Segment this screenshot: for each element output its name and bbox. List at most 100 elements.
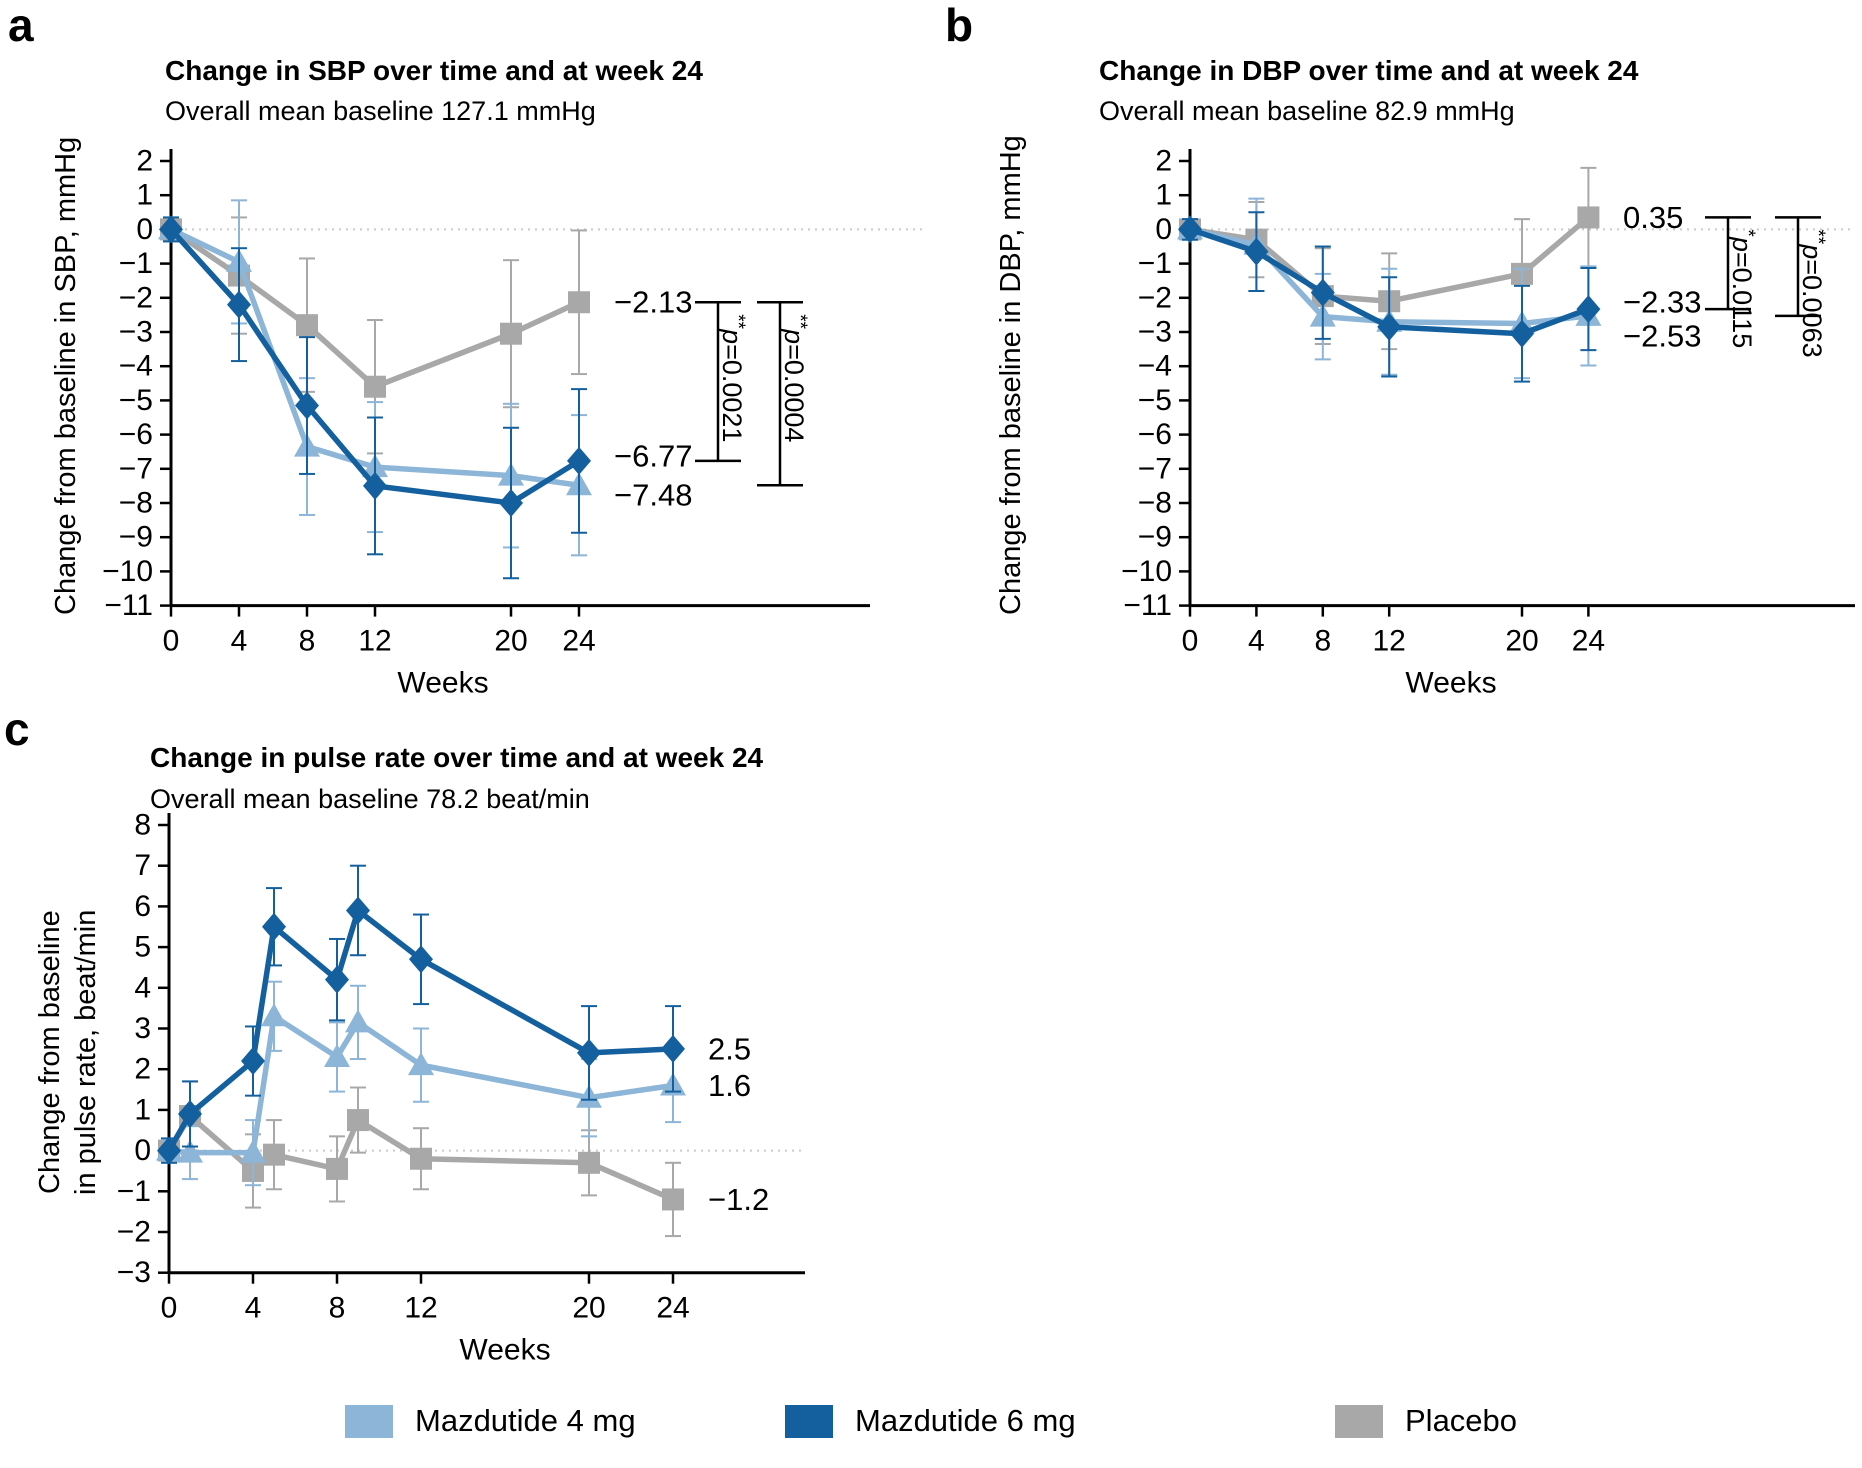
y-tick-label: −1 [119,247,153,280]
comparison-bracket: **p=0.0063 [1775,216,1828,358]
diamond-marker-icon [1244,237,1269,266]
panel-a-letter: a [8,0,34,51]
diamond-marker-icon [295,391,319,420]
series-placebo [160,216,590,455]
x-tick-label: 12 [404,1292,437,1325]
panel-b-chart: 210−1−2−3−4−5−6−7−8−9−10−110 4 8 12 20 24Week… [1121,145,1855,700]
y-tick-label: −8 [119,487,153,520]
x-tick-label: 12 [1373,625,1406,658]
panel-c-chart: 8 7 6 5 4 3 2 1 0 −1 −2 −3 0 4 8 12 20 24 Weeks −1.2 1.62.5 [117,809,805,1367]
diamond-marker-icon [567,446,591,475]
triangle-marker-icon [177,1139,203,1163]
diamond-marker-icon [178,1099,202,1128]
panel-c-letter: c [4,703,30,755]
y-tick-label: −11 [1123,589,1172,622]
y-tick-label: 0 [134,1134,151,1167]
mazdutide-6mg-swatch-icon [785,1404,833,1438]
legend-label-placebo: Placebo [1405,1403,1518,1438]
y-tick-label: −2 [117,1216,151,1249]
diamond-marker-icon [325,965,349,994]
legend-item-placebo: Placebo [1335,1403,1517,1439]
square-marker-icon [568,291,590,314]
diamond-marker-icon [1510,319,1534,348]
axes: 8 7 6 5 4 3 2 1 0 −1 −2 −3 0 4 8 12 20 24 Weeks [117,809,805,1367]
x-tick-label: 20 [572,1292,605,1325]
y-tick-label: −10 [1121,555,1172,588]
y-tick-label: −4 [1138,350,1172,383]
x-tick-label: 0 [1182,625,1199,658]
series-end-value-label: −2.53 [1623,318,1701,353]
x-tick-label: 0 [163,625,180,658]
mazdutide-4mg-swatch-icon [345,1404,393,1438]
series-mazdutide-6-mg [159,215,591,580]
x-tick-label: 8 [329,1292,346,1325]
triangle-marker-icon [261,1003,287,1027]
panel-b-letter: b [945,0,974,51]
diamond-marker-icon [346,896,370,925]
panel-a-chart: 210−1−2−3−4−5−6−7−8−9−10−110 4 8 12 20 24Week… [102,145,925,700]
y-tick-label: −2 [1138,281,1172,314]
square-marker-icon [263,1143,285,1166]
series-mazdutide-6-mg [157,864,685,1165]
x-tick-label: 20 [1505,625,1538,658]
y-tick-label: −7 [119,452,153,485]
x-tick-label: 8 [1314,625,1331,658]
square-marker-icon [326,1157,348,1180]
square-marker-icon [1577,206,1600,229]
y-tick-label: 0 [136,213,153,246]
p-value-label: **p=0.0063 [1797,229,1828,357]
y-tick-label: −1 [117,1175,151,1208]
diamond-marker-icon [157,1136,181,1165]
panel-b-subtitle: Overall mean baseline 82.9 mmHg [1099,96,1515,126]
y-tick-label: 2 [134,1053,151,1086]
y-tick-label: 2 [1155,145,1172,178]
x-tick-label: 4 [231,625,248,658]
y-tick-label: 5 [134,931,151,964]
y-tick-label: −9 [1138,521,1172,554]
x-tick-label: 4 [1248,625,1265,658]
panel-pulse-rate: c Change in pulse rate over time and at … [0,700,931,1395]
y-tick-label: −7 [1138,452,1172,485]
series-line [168,226,582,506]
p-value-label: **p=0.0021 [717,314,748,442]
comparison-bracket: **p=0.0021 [695,300,748,463]
x-tick-label: 4 [245,1292,262,1325]
y-tick-label: 2 [136,145,153,178]
series-end-value-label: 2.5 [708,1031,751,1066]
square-marker-icon [296,314,318,337]
triangle-marker-icon [408,1052,434,1076]
x-axis-label: Weeks [1405,667,1496,700]
square-marker-icon [410,1147,432,1170]
figure-legend: Mazdutide 4 mg Mazdutide 6 mg Placebo [0,1395,1862,1468]
series-line [1187,226,1592,327]
p-value-label: *p=0.0115 [1727,229,1758,348]
y-tick-label: −5 [119,384,153,417]
x-tick-label: 24 [656,1292,689,1325]
triangle-marker-icon [324,1043,350,1067]
series-end-value-label: −2.33 [1623,285,1701,320]
y-tick-label: −3 [117,1256,151,1289]
y-tick-label: 4 [134,971,151,1004]
y-tick-label: 3 [134,1012,151,1045]
legend-label-mazdutide-4mg: Mazdutide 4 mg [415,1403,636,1438]
y-tick-label: −6 [119,418,153,451]
series-end-value-label: −2.13 [614,285,692,320]
y-tick-label: −6 [1138,418,1172,451]
comparison-bracket: *p=0.0115 [1705,216,1758,348]
series-end-value-label: −1.2 [708,1182,769,1217]
diamond-marker-icon [1576,295,1601,324]
panel-c-title: Change in pulse rate over time and at we… [150,742,764,773]
series-end-value-label: −6.77 [614,438,692,473]
series-line [1187,226,1592,337]
x-tick-label: 0 [161,1292,178,1325]
series-end-value-label: 0.35 [1623,200,1683,235]
diamond-marker-icon [1310,278,1335,307]
square-marker-icon [662,1188,684,1211]
x-tick-label: 24 [562,625,595,658]
series-end-value-label: 1.6 [708,1068,751,1103]
y-tick-label: −3 [119,316,153,349]
diamond-marker-icon [499,489,523,517]
diamond-marker-icon [227,290,251,319]
y-tick-label: −5 [1138,384,1172,417]
x-axis-label: Weeks [397,667,488,700]
